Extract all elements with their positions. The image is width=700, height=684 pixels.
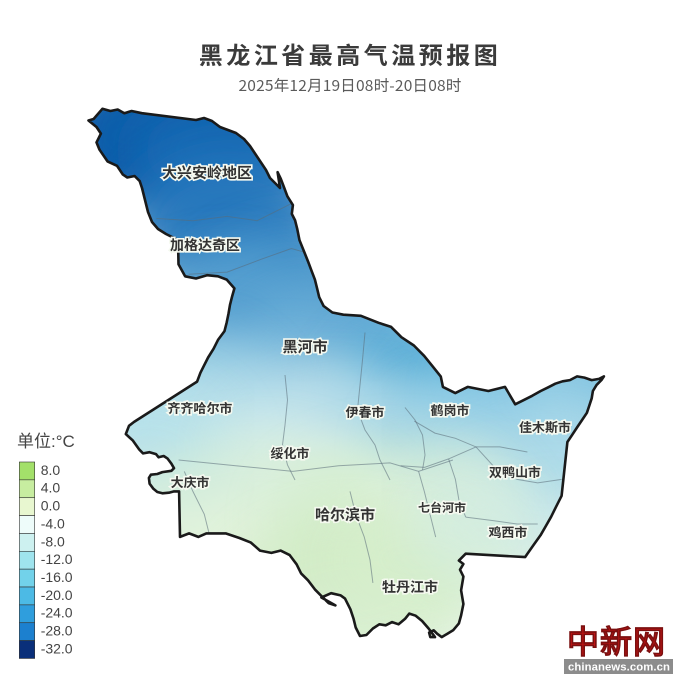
- svg-text:-20.0: -20.0: [41, 587, 73, 603]
- svg-text:鸡西市: 鸡西市: [488, 522, 527, 541]
- svg-text:chinanews.com.cn: chinanews.com.cn: [568, 662, 670, 674]
- svg-text:单位:°C: 单位:°C: [17, 432, 75, 451]
- svg-text:加格达奇区: 加格达奇区: [170, 235, 240, 255]
- svg-text:-16.0: -16.0: [41, 569, 73, 585]
- svg-text:七台河市: 七台河市: [418, 499, 466, 516]
- svg-text:中新网: 中新网: [567, 624, 666, 660]
- svg-text:黑河市: 黑河市: [282, 336, 327, 357]
- svg-text:大兴安岭地区: 大兴安岭地区: [162, 162, 252, 183]
- svg-text:大庆市: 大庆市: [170, 472, 209, 491]
- svg-text:双鸭山市: 双鸭山市: [489, 462, 541, 481]
- svg-text:0.0: 0.0: [41, 498, 61, 514]
- svg-text:齐齐哈尔市: 齐齐哈尔市: [167, 398, 232, 417]
- svg-text:-32.0: -32.0: [41, 640, 73, 656]
- svg-text:-12.0: -12.0: [41, 551, 73, 567]
- svg-text:-4.0: -4.0: [41, 515, 65, 531]
- svg-text:绥化市: 绥化市: [270, 443, 309, 462]
- svg-text:哈尔滨市: 哈尔滨市: [315, 504, 375, 525]
- svg-text:鹤岗市: 鹤岗市: [430, 400, 469, 419]
- svg-text:伊春市: 伊春市: [345, 402, 384, 421]
- svg-text:8.0: 8.0: [41, 462, 61, 478]
- svg-text:牡丹江市: 牡丹江市: [382, 577, 438, 597]
- svg-text:-8.0: -8.0: [41, 533, 65, 549]
- svg-text:佳木斯市: 佳木斯市: [519, 417, 571, 436]
- svg-text:-24.0: -24.0: [41, 605, 73, 621]
- svg-text:-28.0: -28.0: [41, 623, 73, 639]
- svg-text:4.0: 4.0: [41, 480, 61, 496]
